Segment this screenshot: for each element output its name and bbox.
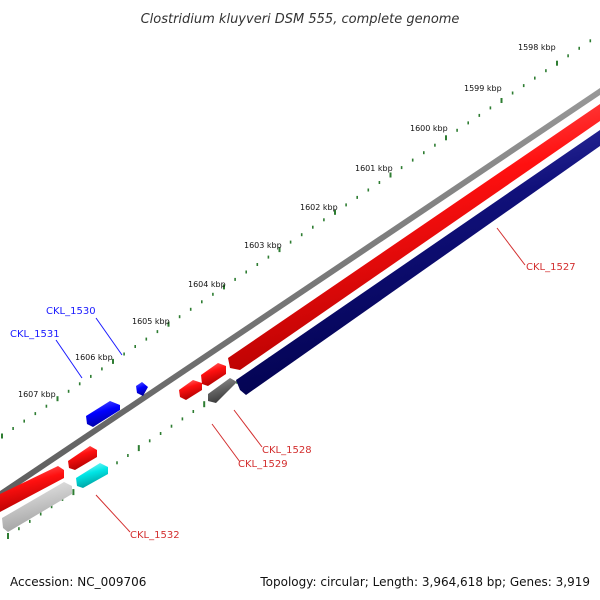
kbp-label: 1600 kbp: [410, 124, 448, 133]
gene-label-ckl-1531[interactable]: CKL_1531: [10, 329, 60, 340]
leader-line-ckl-1532: [95, 494, 131, 533]
gene-label-ckl-1529[interactable]: CKL_1529: [238, 459, 288, 470]
kbp-label: 1598 kbp: [518, 43, 556, 52]
cds-ckl-1528[interactable]: [208, 378, 237, 403]
ruler-tick-row-upper: [1, 39, 592, 439]
accession-text: Accession: NC_009706: [10, 575, 146, 589]
kbp-label: 1599 kbp: [464, 84, 502, 93]
cds-ckl-1530[interactable]: [136, 382, 148, 396]
leader-line-ckl-1527: [496, 227, 526, 266]
cds-ckl-1528-upper[interactable]: [201, 363, 226, 386]
cds-forward-left-small[interactable]: [68, 446, 97, 470]
ruler-labels: 1598 kbp 1599 kbp 1600 kbp 1601 kbp 1602…: [18, 43, 556, 399]
cds-ckl-1531[interactable]: [86, 401, 120, 427]
leader-line-ckl-1528: [233, 409, 263, 448]
kbp-label: 1606 kbp: [75, 353, 113, 362]
leader-line-ckl-1530: [95, 317, 123, 356]
cds-forward-left[interactable]: [0, 466, 64, 512]
genome-backbone: [0, 88, 600, 498]
map-title: Clostridium kluyveri DSM 555, complete g…: [141, 12, 460, 27]
gene-label-ckl-1527[interactable]: CKL_1527: [526, 262, 576, 273]
kbp-label: 1604 kbp: [188, 280, 226, 289]
gene-label-ckl-1530[interactable]: CKL_1530: [46, 306, 96, 317]
gene-label-ckl-1532[interactable]: CKL_1532: [130, 530, 180, 541]
leader-line-ckl-1531: [55, 339, 83, 379]
kbp-label: 1603 kbp: [244, 241, 282, 250]
genome-summary-text: Topology: circular; Length: 3,964,618 bp…: [259, 575, 590, 589]
cds-ckl-1532[interactable]: [76, 463, 108, 488]
kbp-label: 1602 kbp: [300, 203, 338, 212]
kbp-label: 1605 kbp: [132, 317, 170, 326]
cds-ckl-1529[interactable]: [179, 380, 202, 400]
kbp-label: 1607 kbp: [18, 390, 56, 399]
kbp-label: 1601 kbp: [355, 164, 393, 173]
cds-light-gray[interactable]: [2, 482, 72, 532]
cds-ckl-1527[interactable]: [236, 130, 600, 395]
leader-line-ckl-1529: [211, 423, 241, 463]
gene-label-ckl-1528[interactable]: CKL_1528: [262, 445, 312, 456]
cds-forward-long[interactable]: [228, 104, 600, 370]
